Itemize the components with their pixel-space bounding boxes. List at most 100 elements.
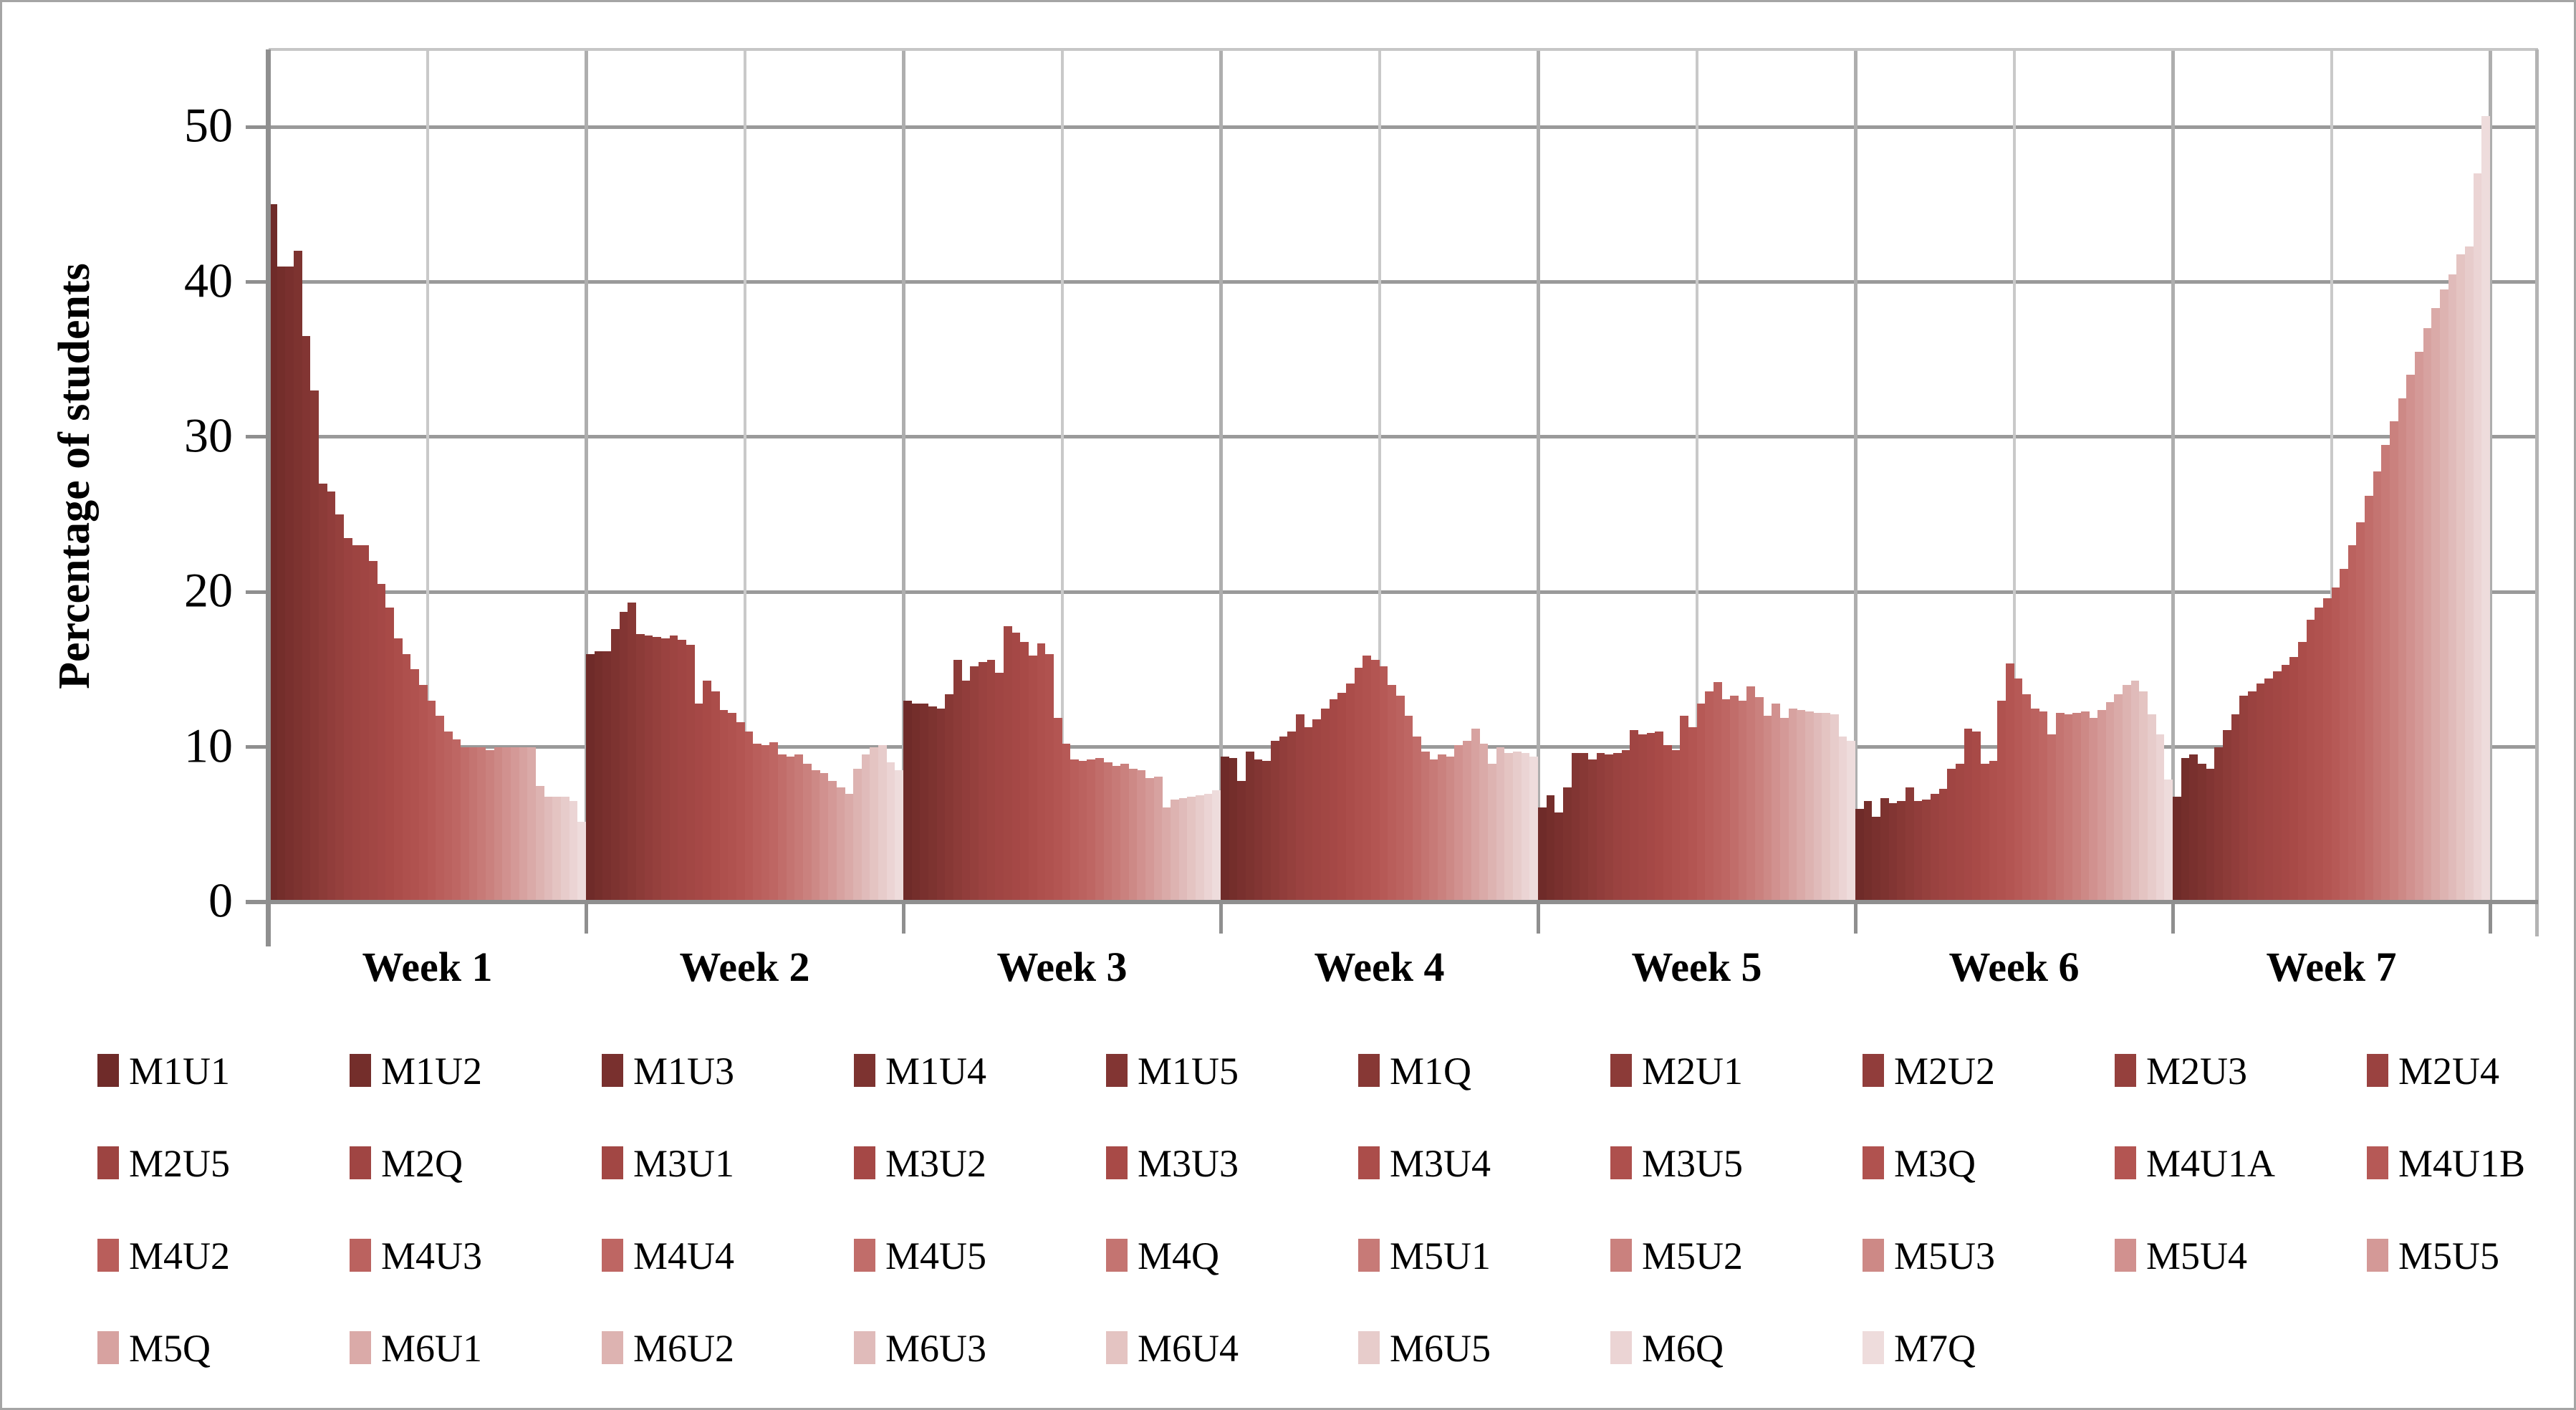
bar-m3u4-week7: [2297, 641, 2307, 902]
legend-label: M3U5: [1642, 1142, 1744, 1185]
bar-m3u1-week5: [1638, 734, 1647, 902]
midweek-gridline: [1060, 49, 1064, 902]
bar-m2u3-week6: [1922, 800, 1931, 902]
bar-m2u3-week5: [1605, 754, 1614, 902]
week-boundary-tick: [2488, 902, 2492, 934]
bar-m5q-week7: [2423, 328, 2432, 902]
legend-label: M3U1: [633, 1142, 735, 1185]
bar-m5u1-week1: [477, 747, 486, 902]
bar-m6u2-week2: [853, 768, 862, 902]
bar-m5u2-week4: [1438, 754, 1446, 902]
bar-m5u4-week2: [820, 773, 829, 902]
bar-m7q-week6: [2164, 780, 2173, 902]
bar-m4u1a-week6: [2005, 663, 2014, 902]
midweek-gridline: [426, 49, 429, 902]
bar-m5q-week1: [519, 747, 528, 902]
bar-m4q-week3: [1103, 762, 1112, 902]
bar-m3u3-week7: [2289, 657, 2298, 902]
bar-m2u1-week6: [1905, 787, 1914, 902]
bar-m6u4-week5: [1822, 713, 1831, 902]
bar-m4u1b-week3: [1062, 744, 1071, 902]
y-axis-title-text: Percentage of students: [49, 262, 99, 689]
x-week-label-2: Week 2: [679, 944, 810, 990]
legend-swatch-m1u3: [602, 1054, 623, 1087]
bar-m4u3-week3: [1078, 761, 1087, 902]
bar-m7q-week7: [2481, 116, 2491, 902]
bar-m3u2-week1: [377, 584, 386, 902]
bar-m2u1-week2: [635, 633, 645, 902]
bar-m1u1-week6: [1855, 809, 1864, 902]
bar-m1u3-week6: [1872, 817, 1881, 902]
legend-label: M2U2: [1894, 1050, 1996, 1093]
bar-m1q-week7: [2214, 747, 2224, 902]
bar-m3q-week1: [410, 669, 419, 902]
bar-m6q-week7: [2473, 173, 2482, 902]
bar-m5u3-week6: [2080, 711, 2090, 902]
bar-m3u4-week4: [1345, 683, 1355, 902]
week-boundary-tick: [1536, 902, 1540, 934]
bar-m4u5-week4: [1413, 736, 1421, 902]
legend-label: M2U5: [129, 1142, 231, 1185]
bar-m4u5-week2: [778, 754, 787, 902]
legend-swatch-m4u2: [97, 1239, 119, 1272]
x-axis-line: [246, 900, 2538, 904]
bar-m5u2-week1: [486, 749, 494, 902]
legend-label: M6U1: [381, 1327, 483, 1370]
legend-label: M6U2: [633, 1327, 735, 1370]
bar-m6u5-week1: [561, 796, 569, 902]
legend-label: M6U4: [1138, 1327, 1239, 1370]
bar-m3q-week7: [2315, 607, 2323, 902]
bar-m4u4-week1: [452, 739, 461, 902]
bar-m2u4-week1: [343, 537, 352, 902]
legend-label: M2U4: [2398, 1050, 2500, 1093]
y-tick-mark-30: [246, 435, 269, 439]
bar-m2u2-week7: [2231, 714, 2240, 902]
legend-label: M2Q: [381, 1142, 463, 1185]
bar-m6q-week6: [2156, 734, 2165, 902]
bar-m7q-week4: [1529, 756, 1539, 902]
bar-m1u4-week4: [1245, 752, 1254, 902]
h-gridline-20: [269, 590, 2538, 594]
bar-m4u2-week5: [1705, 691, 1714, 902]
bar-m4u5-week3: [1095, 757, 1104, 902]
legend-swatch-m3u3: [1106, 1146, 1128, 1179]
bar-m6u1-week2: [845, 793, 854, 902]
h-gridline-30: [269, 435, 2538, 439]
bar-m1u5-week6: [1888, 802, 1898, 902]
legend-label: M5U4: [2146, 1234, 2248, 1277]
bar-m5q-week4: [1471, 728, 1480, 902]
bar-m3u5-week4: [1354, 668, 1363, 902]
bar-m1u5-week5: [1571, 753, 1580, 902]
bar-m6u1-week4: [1479, 744, 1489, 902]
bar-m4u5-week5: [1730, 696, 1739, 902]
y-tick-mark-10: [246, 745, 269, 749]
bar-m3u3-week5: [1655, 732, 1663, 902]
bar-m1u3-week5: [1554, 812, 1564, 902]
bar-m3q-week6: [1997, 700, 2006, 902]
bar-m4u3-week5: [1713, 681, 1722, 902]
week-boundary-gridline: [2171, 49, 2175, 902]
bar-m1u2-week7: [2181, 757, 2190, 902]
bar-m6u3-week6: [2130, 680, 2140, 902]
legend-swatch-m6u1: [350, 1331, 371, 1364]
bar-m1u4-week5: [1562, 787, 1572, 902]
bar-m4u2-week3: [1070, 759, 1079, 902]
bar-m6u4-week6: [2139, 691, 2148, 902]
legend-label: M4U3: [381, 1234, 483, 1277]
bar-m4u1a-week7: [2322, 598, 2332, 902]
bar-m6q-week2: [886, 762, 895, 902]
bar-m6u5-week5: [1830, 714, 1839, 902]
legend-label: M6Q: [1642, 1327, 1724, 1370]
plot-top-frame: [269, 48, 2538, 51]
y-tick-mark-0: [246, 900, 269, 904]
bar-m3u1-week7: [2272, 671, 2282, 902]
week-group-2: [586, 49, 904, 902]
bar-m5u5-week3: [1145, 777, 1154, 902]
bar-m4q-week7: [2373, 471, 2382, 902]
bar-m6u4-week1: [552, 796, 562, 902]
bar-m2q-week3: [995, 672, 1004, 902]
bar-m2u2-week4: [1279, 736, 1288, 902]
bar-m4u5-week7: [2365, 496, 2373, 902]
bar-m3u1-week2: [686, 644, 695, 902]
